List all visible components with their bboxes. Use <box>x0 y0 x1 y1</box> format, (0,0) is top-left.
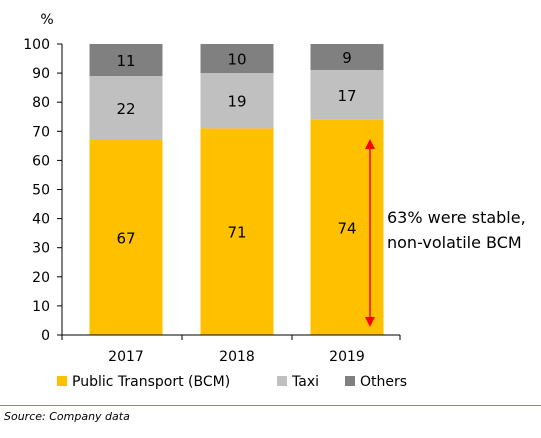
y-axis-unit: % <box>40 12 53 28</box>
bar-segment <box>89 44 163 77</box>
bar-segment <box>200 44 274 74</box>
y-tick-label: 40 <box>32 212 50 228</box>
legend-label: Others <box>360 374 407 390</box>
bar-value-label: 17 <box>337 87 356 105</box>
source-divider <box>0 405 541 406</box>
bar-value-label: 71 <box>227 224 246 242</box>
x-tick-label: 2018 <box>219 349 255 365</box>
annotation-text-line: 63% were stable, <box>387 208 526 227</box>
y-tick-label: 0 <box>41 328 50 344</box>
bar-segment <box>310 119 384 335</box>
annotation-arrow-head-bottom <box>365 317 375 327</box>
legend-label: Taxi <box>291 374 319 390</box>
y-tick-label: 100 <box>23 37 50 53</box>
annotation-layer: 63% were stable, non-volatile BCM <box>365 139 526 327</box>
bar-value-label: 74 <box>337 219 356 237</box>
bar-value-label: 9 <box>342 49 352 67</box>
x-tick-label: 2019 <box>329 349 365 365</box>
annotation-text-line: non-volatile BCM <box>387 233 522 252</box>
y-tick-label: 60 <box>32 153 50 169</box>
bar-value-label: 67 <box>116 230 135 248</box>
bar-segment <box>200 73 274 129</box>
y-tick-label: 70 <box>32 124 50 140</box>
bar-segment <box>89 140 163 335</box>
bar-segment <box>89 76 163 141</box>
bar-value-label: 10 <box>227 51 246 69</box>
y-tick-label: 90 <box>32 66 50 82</box>
legend-swatch <box>57 376 67 386</box>
legend-swatch <box>345 376 355 386</box>
y-tick-label: 30 <box>32 241 50 257</box>
bars-layer: 67 22 11 71 19 10 74 17 9 <box>89 44 384 335</box>
legend-label: Public Transport (BCM) <box>72 374 230 390</box>
y-tick-label: 50 <box>32 183 50 199</box>
legend-layer: Public Transport (BCM) Taxi Others <box>57 374 407 390</box>
x-tick-label: 2017 <box>108 349 144 365</box>
y-tick-label: 10 <box>32 299 50 315</box>
bar-value-label: 22 <box>116 100 135 118</box>
bar-value-label: 19 <box>227 93 246 111</box>
y-tick-label: 20 <box>32 270 50 286</box>
bar-segment <box>310 44 384 71</box>
axes-layer: 0 10 20 30 40 50 60 70 80 90 100% 2017 2018 2019 <box>23 12 401 365</box>
annotation-arrow-head-top <box>365 139 375 149</box>
bar-segment <box>310 70 384 120</box>
source-note: Source: Company data <box>4 410 130 423</box>
y-tick-label: 80 <box>32 95 50 111</box>
bar-value-label: 11 <box>116 52 135 70</box>
legend-swatch <box>277 376 287 386</box>
bar-segment <box>200 128 274 335</box>
